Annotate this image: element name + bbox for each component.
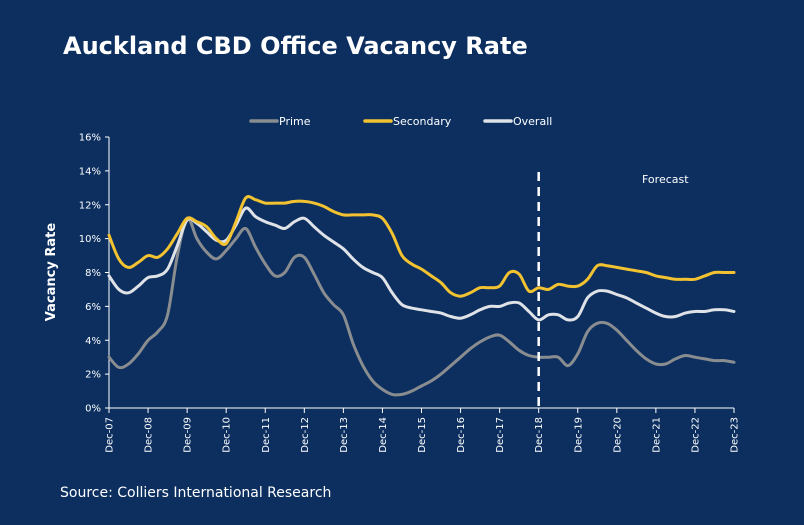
x-tick-label: Dec-07 xyxy=(105,417,116,453)
x-tick-label: Dec-18 xyxy=(534,417,545,453)
chart-title: Auckland CBD Office Vacancy Rate xyxy=(63,32,528,60)
legend-label-prime: Prime xyxy=(279,115,311,128)
y-tick-label: 10% xyxy=(79,234,101,245)
forecast-label: Forecast xyxy=(642,173,689,186)
x-tick-label: Dec-19 xyxy=(573,417,584,453)
x-tick-label: Dec-17 xyxy=(495,417,506,453)
y-tick-label: 4% xyxy=(85,336,101,347)
series-line-secondary xyxy=(107,195,736,298)
legend-label-secondary: Secondary xyxy=(393,115,452,128)
series-lines xyxy=(107,195,736,397)
series-line-prime xyxy=(107,216,736,397)
y-tick-label: 0% xyxy=(85,404,101,415)
x-tick-label: Dec-10 xyxy=(222,417,233,453)
y-tick-label: 6% xyxy=(85,302,101,313)
y-axis-label: Vacancy Rate xyxy=(44,223,59,322)
y-tick-label: 2% xyxy=(85,370,101,381)
x-tick-label: Dec-11 xyxy=(261,417,272,453)
x-tick-label: Dec-13 xyxy=(339,417,350,453)
y-axis: 0% 2% 4% 6% 8% 10% 12% 14% 16% xyxy=(79,133,110,415)
x-tick-label: Dec-22 xyxy=(690,417,701,453)
x-axis: Dec-07 Dec-08 Dec-09 Dec-10 Dec-11 Dec-12 Dec-… xyxy=(105,407,741,453)
x-tick-label: Dec-12 xyxy=(300,417,311,453)
series-line-overall xyxy=(107,206,736,322)
y-tick-label: 12% xyxy=(79,200,101,211)
y-tick-label: 8% xyxy=(85,268,101,279)
x-tick-label: Dec-16 xyxy=(456,417,467,453)
forecast-marker: Forecast xyxy=(537,172,689,408)
x-tick-label: Dec-09 xyxy=(183,417,194,453)
source-note: Source: Colliers International Research xyxy=(60,485,332,501)
x-tick-label: Dec-20 xyxy=(612,417,623,453)
y-tick-label: 16% xyxy=(79,133,101,144)
legend-label-overall: Overall xyxy=(513,115,552,128)
x-tick-label: Dec-08 xyxy=(144,417,155,453)
x-tick-label: Dec-15 xyxy=(417,417,428,453)
y-tick-label: 14% xyxy=(79,166,101,177)
chart-legend: Prime Secondary Overall xyxy=(249,115,552,128)
x-tick-label: Dec-14 xyxy=(378,417,389,453)
x-tick-label: Dec-21 xyxy=(651,417,662,453)
x-tick-label: Dec-23 xyxy=(730,417,741,453)
